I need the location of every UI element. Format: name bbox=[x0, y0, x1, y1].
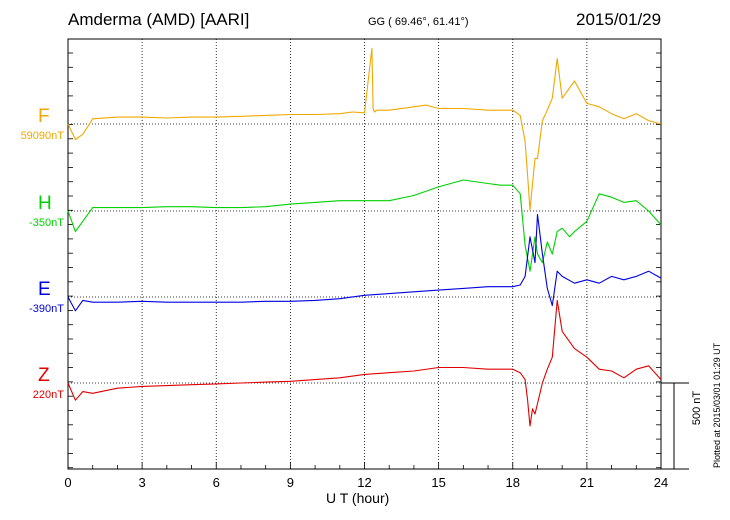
plot-frame bbox=[67, 38, 662, 470]
x-tick-label: 3 bbox=[139, 475, 146, 490]
series-line-H bbox=[67, 179, 662, 272]
x-axis-label: U T (hour) bbox=[326, 490, 390, 506]
x-tick-label: 15 bbox=[431, 475, 445, 490]
channel-label-H: H bbox=[38, 193, 52, 214]
channel-label-F: F bbox=[38, 106, 50, 127]
station-title: Amderma (AMD) [AARI] bbox=[68, 10, 250, 29]
chart-date: 2015/01/29 bbox=[576, 10, 662, 29]
x-tick-label: 21 bbox=[580, 475, 594, 490]
x-tick-label: 24 bbox=[654, 475, 668, 490]
x-tick-label: 6 bbox=[213, 475, 220, 490]
x-tick-label: 9 bbox=[287, 475, 294, 490]
baseline-label-E: -390nT bbox=[29, 303, 64, 315]
baseline-label-H: -350nT bbox=[29, 217, 64, 229]
channel-label-E: E bbox=[38, 279, 51, 300]
x-tick-label: 0 bbox=[64, 475, 71, 490]
scale-bar-label: 500 nT bbox=[691, 390, 704, 426]
baseline-label-Z: 220nT bbox=[32, 389, 64, 401]
geographic-coordinates: GG ( 69.46°, 61.41°) bbox=[368, 16, 469, 28]
x-tick-label: 12 bbox=[357, 475, 371, 490]
series-line-E bbox=[67, 213, 662, 312]
series-line-F bbox=[67, 47, 662, 211]
channel-label-Z: Z bbox=[38, 365, 50, 386]
plotted-timestamp: Plotted at 2015/03/01 01:29 UT bbox=[712, 342, 722, 468]
x-tick-label: 18 bbox=[506, 475, 520, 490]
baseline-label-F: 59090nT bbox=[20, 130, 64, 142]
series-line-Z bbox=[67, 299, 662, 427]
